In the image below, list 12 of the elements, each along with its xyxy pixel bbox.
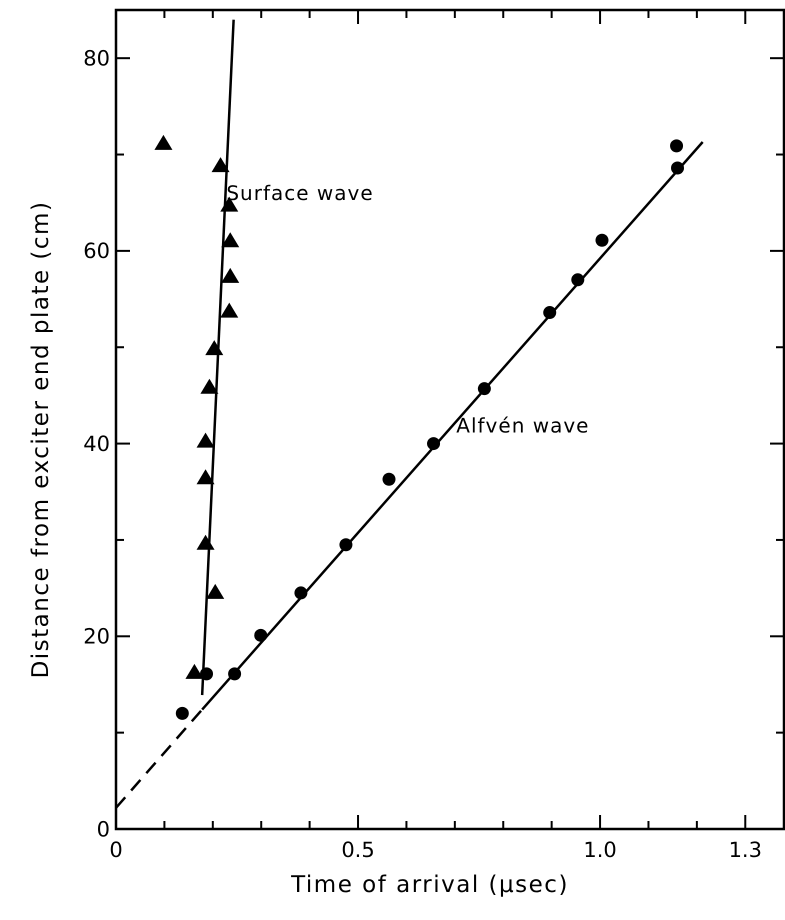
y-tick-label: 60 <box>83 239 110 264</box>
x-tick-label: 0.5 <box>341 838 375 862</box>
y-tick-label: 20 <box>83 624 110 649</box>
x-tick-label: 1.0 <box>583 838 617 862</box>
y-tick-label: 0 <box>96 817 110 842</box>
y-axis-title: Distance from exciter end plate (cm) <box>28 200 54 678</box>
x-tick-label: 1.3 <box>728 838 762 862</box>
y-tick-label: 40 <box>83 432 110 456</box>
annotation: Alfvén wave <box>456 413 590 438</box>
x-axis-title: Time of arrival (μsec) <box>290 872 569 898</box>
annotation: Surface wave <box>226 181 374 206</box>
y-tick-label: 80 <box>83 46 110 71</box>
